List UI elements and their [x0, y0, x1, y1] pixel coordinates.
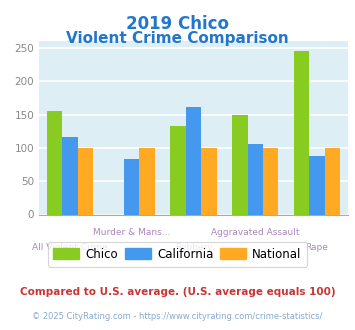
Bar [124, 158, 140, 215]
Text: © 2025 CityRating.com - https://www.cityrating.com/crime-statistics/: © 2025 CityRating.com - https://www.city… [32, 312, 323, 321]
Bar [47, 111, 62, 214]
Bar [186, 107, 201, 214]
Bar [62, 137, 78, 214]
Text: Compared to U.S. average. (U.S. average equals 100): Compared to U.S. average. (U.S. average … [20, 287, 335, 297]
Bar [78, 148, 93, 214]
Bar [247, 144, 263, 214]
Text: Murder & Mans...: Murder & Mans... [93, 228, 170, 237]
Bar [325, 148, 340, 214]
Bar [170, 126, 186, 214]
Bar [309, 156, 325, 214]
Legend: Chico, California, National: Chico, California, National [48, 242, 307, 267]
Bar [294, 51, 309, 214]
Text: Aggravated Assault: Aggravated Assault [211, 228, 300, 237]
Bar [140, 148, 155, 214]
Bar [263, 148, 278, 214]
Text: 2019 Chico: 2019 Chico [126, 15, 229, 33]
Text: Violent Crime Comparison: Violent Crime Comparison [66, 31, 289, 46]
Text: All Violent Crime: All Violent Crime [32, 243, 108, 252]
Bar [201, 148, 217, 214]
Text: Robbery: Robbery [175, 243, 212, 252]
Bar [232, 115, 247, 214]
Text: Rape: Rape [306, 243, 328, 252]
